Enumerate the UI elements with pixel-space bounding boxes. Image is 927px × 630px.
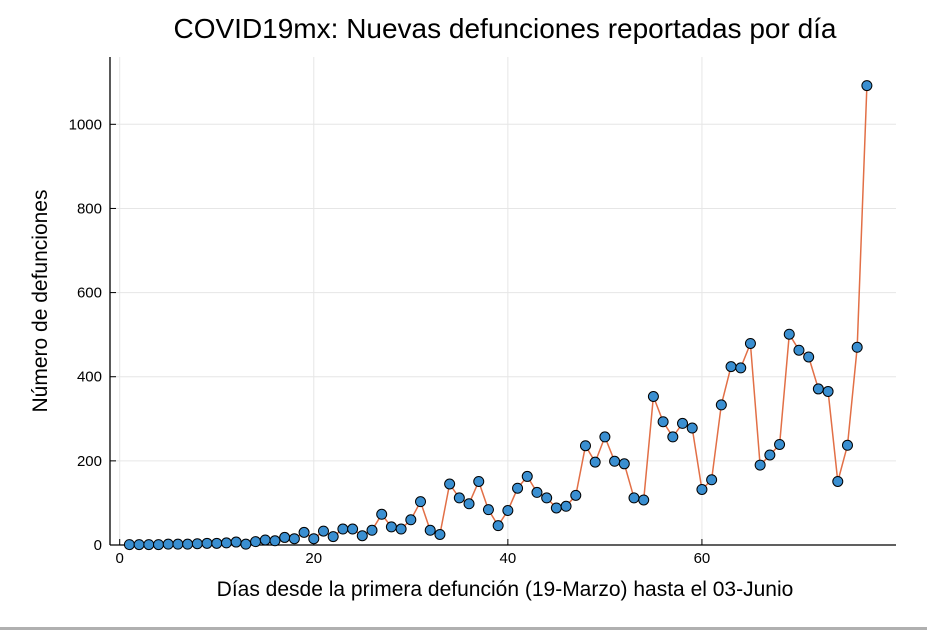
data-point — [250, 536, 262, 548]
data-point — [317, 525, 329, 537]
data-point — [696, 483, 708, 495]
y-tick-label: 0 — [94, 537, 102, 554]
data-point — [172, 538, 184, 550]
data-point — [444, 478, 456, 490]
data-point — [288, 533, 300, 545]
x-tick-label: 20 — [305, 550, 322, 567]
data-point — [589, 456, 601, 468]
data-point — [764, 449, 776, 461]
data-point — [143, 539, 155, 551]
data-point — [706, 474, 718, 486]
y-tick-label: 1000 — [69, 116, 102, 133]
data-point — [512, 482, 524, 494]
data-point — [279, 531, 291, 543]
data-point — [347, 523, 359, 535]
data-series — [123, 80, 873, 551]
x-tick-label: 60 — [694, 550, 711, 567]
data-point — [482, 504, 494, 516]
series-line — [129, 85, 868, 546]
data-point — [153, 539, 165, 551]
data-point — [356, 530, 368, 542]
data-point — [851, 341, 863, 353]
data-point — [667, 431, 679, 443]
x-tick-label: 40 — [500, 550, 517, 567]
data-point — [618, 458, 630, 470]
x-tick-label: 0 — [116, 550, 124, 567]
data-point — [599, 431, 611, 443]
data-point — [162, 538, 174, 550]
data-point — [220, 537, 232, 549]
data-point — [240, 538, 252, 550]
grid-lines — [110, 57, 896, 545]
bottom-divider — [0, 627, 927, 630]
data-point — [744, 337, 756, 349]
data-point — [269, 535, 281, 547]
data-point — [841, 439, 853, 451]
data-point — [832, 475, 844, 487]
data-point — [521, 470, 533, 482]
data-point — [502, 505, 514, 517]
data-point — [191, 538, 203, 550]
data-point — [337, 523, 349, 535]
data-point — [434, 528, 446, 540]
data-point — [492, 520, 504, 532]
data-point — [638, 494, 650, 506]
data-point — [531, 486, 543, 498]
data-point — [560, 500, 572, 512]
data-point — [133, 539, 145, 551]
data-point — [628, 492, 640, 504]
data-point — [376, 508, 388, 520]
data-point — [298, 526, 310, 538]
data-point — [473, 475, 485, 487]
data-point — [366, 524, 378, 536]
data-point — [754, 459, 766, 471]
data-point — [822, 385, 834, 397]
data-point — [579, 440, 591, 452]
data-point — [647, 390, 659, 402]
x-axis-label: Días desde la primera defunción (19-Marz… — [217, 578, 794, 601]
data-point — [677, 417, 689, 429]
chart-title: COVID19mx: Nuevas defunciones reportadas… — [173, 13, 836, 44]
data-point — [715, 399, 727, 411]
y-tick-label: 400 — [77, 369, 102, 386]
y-tick-label: 800 — [77, 200, 102, 217]
axes — [109, 57, 896, 546]
data-point — [308, 533, 320, 545]
data-point — [657, 416, 669, 428]
data-point — [415, 496, 427, 508]
y-axis-label: Número de defunciones — [29, 190, 52, 413]
data-point — [793, 344, 805, 356]
data-point — [812, 383, 824, 395]
data-point — [424, 524, 436, 536]
data-point — [395, 523, 407, 535]
data-point — [803, 351, 815, 363]
data-point — [686, 422, 698, 434]
data-point — [211, 537, 223, 549]
data-point — [550, 502, 562, 514]
y-tick-label: 200 — [77, 453, 102, 470]
data-point — [385, 521, 397, 533]
data-point — [725, 361, 737, 373]
data-point — [861, 80, 873, 92]
y-tick-label: 600 — [77, 285, 102, 302]
data-point — [230, 536, 242, 548]
data-point — [123, 539, 135, 551]
data-point — [453, 492, 465, 504]
data-point — [201, 537, 213, 549]
data-point — [327, 531, 339, 543]
data-point — [405, 514, 417, 526]
data-point — [541, 492, 553, 504]
data-point — [783, 328, 795, 340]
data-point — [182, 538, 194, 550]
data-point — [259, 534, 271, 546]
data-point — [735, 362, 747, 374]
data-point — [609, 455, 621, 467]
data-point — [463, 498, 475, 510]
data-point — [774, 438, 786, 450]
data-point — [570, 489, 582, 501]
